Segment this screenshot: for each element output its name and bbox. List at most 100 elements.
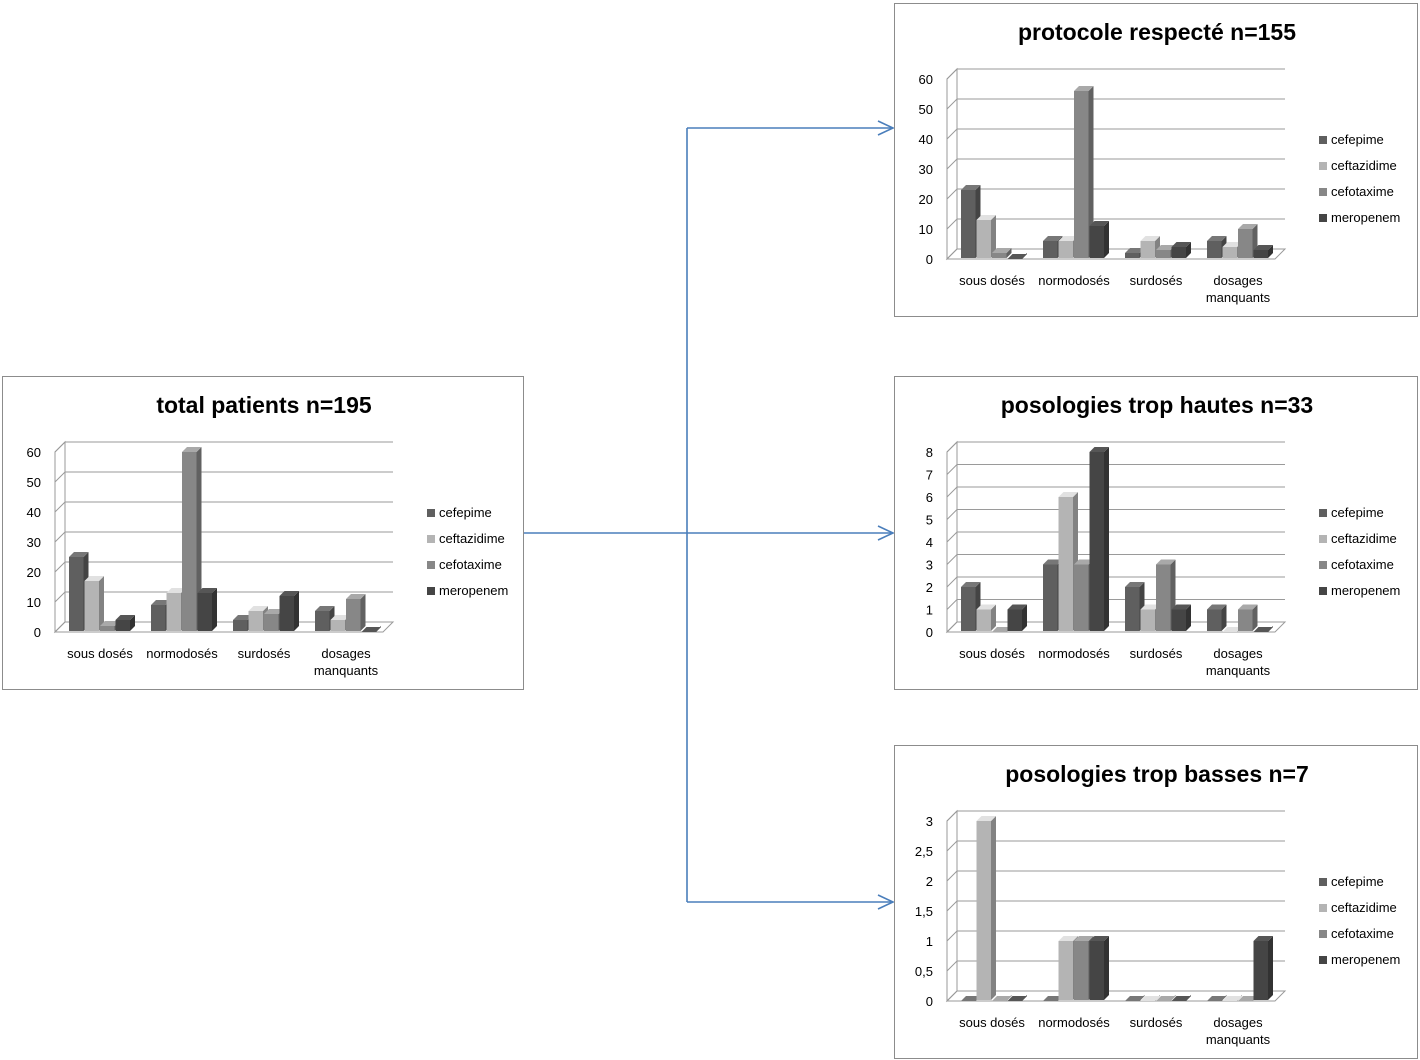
x-category-label: sous dosés	[959, 646, 1025, 661]
y-tick-label: 1,5	[915, 904, 933, 919]
gridline	[947, 69, 1285, 79]
x-category-label: surdosés	[238, 646, 291, 661]
bar-front	[961, 587, 976, 631]
gridline	[947, 159, 1285, 169]
y-tick-label: 60	[27, 445, 41, 460]
bar-front	[264, 614, 279, 631]
x-category-label: manquants	[1206, 1032, 1271, 1047]
bar-front	[1125, 587, 1140, 631]
x-category-label: manquants	[1206, 290, 1271, 305]
bar-front	[1254, 250, 1269, 258]
gridline	[947, 532, 1285, 542]
y-tick-label: 8	[926, 445, 933, 460]
bar-front	[1238, 229, 1253, 258]
bar-side	[1104, 221, 1109, 258]
bar-front	[1059, 941, 1074, 1000]
bar-front	[1090, 452, 1105, 631]
x-category-label: normodosés	[1038, 646, 1110, 661]
y-tick-label: 60	[919, 72, 933, 87]
legend-label-cefepime: cefepime	[1331, 132, 1384, 147]
y-tick-label: 5	[926, 513, 933, 528]
bar-front	[1141, 241, 1156, 258]
y-tick-label: 4	[926, 535, 933, 550]
bar-front	[1141, 610, 1156, 632]
bar-front	[1172, 247, 1187, 258]
bar-front	[1090, 941, 1105, 1000]
bar-meropenem	[198, 588, 218, 631]
y-tick-label: 10	[919, 222, 933, 237]
y-tick-label: 0	[34, 625, 41, 640]
legend-swatch-meropenem	[427, 587, 435, 595]
x-category-label: normodosés	[1038, 1015, 1110, 1030]
gridline	[947, 189, 1285, 199]
y-tick-label: 3	[926, 814, 933, 829]
bar-front	[1207, 610, 1222, 632]
chart-title: posologies trop basses n=7	[1005, 761, 1309, 787]
legend-swatch-meropenem	[1319, 587, 1327, 595]
bar-front	[1008, 610, 1023, 632]
bar-front	[280, 596, 295, 631]
bar-front	[1074, 91, 1089, 258]
legend-swatch-cefepime	[1319, 509, 1327, 517]
y-tick-label: 40	[919, 132, 933, 147]
bar-meropenem	[1172, 242, 1192, 258]
legend-swatch-ceftazidime	[427, 535, 435, 543]
bar-front	[1059, 241, 1074, 258]
bar-front	[116, 620, 131, 631]
y-tick-label: 10	[27, 595, 41, 610]
bar-ceftazidime	[977, 816, 997, 1000]
y-tick-label: 3	[926, 558, 933, 573]
x-category-label: dosages	[321, 646, 371, 661]
chart-panel-basses: posologies trop basses n=7 0 0,5 1 1,5 2 2,5 3 s…	[894, 745, 1418, 1059]
legend-label-cefotaxime: cefotaxime	[1331, 926, 1394, 941]
legend-label-cefotaxime: cefotaxime	[439, 557, 502, 572]
chart-panel-protocole: protocole respecté n=155 0 10 20 30 40 50 60 sou…	[894, 3, 1418, 317]
bar-front	[315, 611, 330, 631]
bar-front	[151, 605, 166, 631]
legend-label-cefotaxime: cefotaxime	[1331, 184, 1394, 199]
bar-front	[1074, 565, 1089, 632]
legend-label-cefepime: cefepime	[1331, 874, 1384, 889]
legend-label-cefotaxime: cefotaxime	[1331, 557, 1394, 572]
gridline	[947, 129, 1285, 139]
y-tick-label: 0	[926, 994, 933, 1009]
gridline	[947, 901, 1285, 911]
x-category-label: sous dosés	[67, 646, 133, 661]
y-tick-label: 2	[926, 580, 933, 595]
gridline	[55, 472, 393, 482]
gridline	[947, 811, 1285, 821]
x-category-label: surdosés	[1130, 1015, 1183, 1030]
y-tick-label: 20	[919, 192, 933, 207]
legend-swatch-cefepime	[1319, 878, 1327, 886]
legend-swatch-cefepime	[1319, 136, 1327, 144]
x-category-label: sous dosés	[959, 273, 1025, 288]
y-tick-label: 50	[27, 475, 41, 490]
chart-total: total patients n=1950102030405060sous do…	[3, 377, 525, 691]
bar-front	[977, 821, 992, 1000]
legend-swatch-cefotaxime	[427, 561, 435, 569]
legend-label-ceftazidime: ceftazidime	[1331, 158, 1397, 173]
bar-side	[1268, 936, 1273, 1000]
bar-front	[331, 620, 346, 631]
bar-front	[100, 626, 115, 631]
bar-cefotaxime	[1238, 605, 1258, 632]
y-tick-label: 1	[926, 603, 933, 618]
bar-cefepime	[1207, 605, 1227, 632]
chart-panel-total: total patients n=195 0 10 20 30 40 50 60 sous do…	[2, 376, 524, 690]
bar-side	[212, 588, 217, 631]
bar-front	[1238, 610, 1253, 632]
gridline	[947, 219, 1285, 229]
bar-front	[1254, 941, 1269, 1000]
bar-front	[1207, 241, 1222, 258]
bar-front	[1156, 250, 1171, 258]
legend-swatch-meropenem	[1319, 956, 1327, 964]
gridline	[947, 961, 1285, 971]
bar-front	[233, 620, 248, 631]
chart-title: protocole respecté n=155	[1018, 19, 1296, 45]
legend-label-ceftazidime: ceftazidime	[1331, 531, 1397, 546]
x-category-label: normodosés	[146, 646, 218, 661]
bar-meropenem	[1090, 447, 1110, 631]
bar-ceftazidime	[977, 605, 997, 632]
bar-front	[182, 452, 197, 631]
bar-meropenem	[1254, 936, 1274, 1000]
